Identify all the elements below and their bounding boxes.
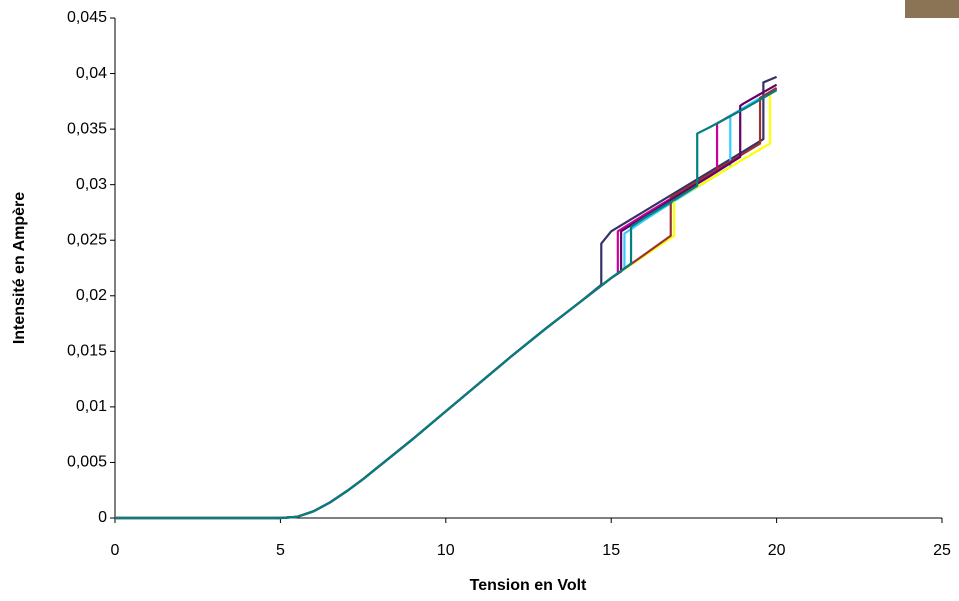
- corner-decoration: [905, 0, 959, 18]
- x-tick-label: 20: [768, 542, 786, 559]
- series-line: [115, 75, 778, 520]
- x-tick-label: 0: [111, 542, 120, 559]
- y-tick-label: 0,035: [67, 120, 107, 137]
- x-axis-title: Tension en Volt: [470, 577, 587, 594]
- y-tick-label: 0,045: [67, 9, 107, 26]
- y-tick-label: 0,025: [67, 231, 107, 248]
- y-tick-label: 0,01: [76, 398, 107, 415]
- y-tick-label: 0,015: [67, 343, 107, 360]
- y-tick-label: 0,03: [76, 176, 107, 193]
- y-tick-label: 0,005: [67, 454, 107, 471]
- series-line: [115, 83, 778, 520]
- series-line: [115, 89, 777, 520]
- x-tick-label: 15: [602, 542, 620, 559]
- x-tick-label: 10: [437, 542, 455, 559]
- series-line: [115, 88, 778, 520]
- x-tick-label: 5: [276, 542, 285, 559]
- y-tick-label: 0,02: [76, 287, 107, 304]
- y-tick-label: 0,04: [76, 65, 107, 82]
- y-tick-label: 0: [98, 509, 107, 526]
- series-line: [115, 87, 778, 520]
- series-line: [115, 87, 778, 520]
- x-tick-label: 25: [933, 542, 951, 559]
- y-axis-title: Intensité en Ampère: [11, 192, 28, 344]
- series-line: [115, 89, 778, 520]
